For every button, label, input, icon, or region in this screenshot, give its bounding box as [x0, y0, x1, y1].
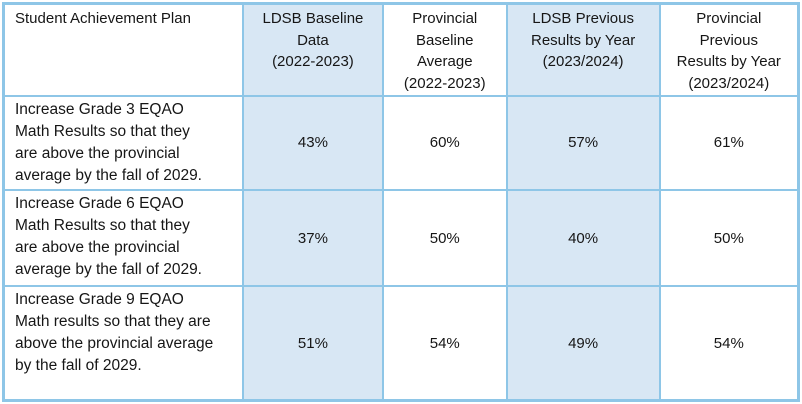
header-row: Student Achievement Plan LDSB Baseline D…: [2, 2, 800, 97]
value-grade6-ldsb-baseline: 37%: [242, 189, 384, 288]
value-grade6-provincial-previous: 50%: [658, 189, 800, 288]
value-grade9-provincial-previous: 54%: [658, 285, 800, 402]
value-grade3-provincial-previous: 61%: [658, 94, 800, 192]
value-grade3-ldsb-previous: 57%: [505, 94, 661, 192]
value-grade9-ldsb-previous: 49%: [505, 285, 661, 402]
column-header-provincial-previous-results: Provincial Previous Results by Year (202…: [658, 2, 800, 97]
column-header-student-achievement-plan: Student Achievement Plan: [2, 2, 244, 97]
table-row-grade-6: Increase Grade 6 EQAO Math Results so th…: [2, 189, 800, 288]
value-grade9-provincial-baseline: 54%: [381, 285, 508, 402]
column-header-ldsb-baseline-data: LDSB Baseline Data (2022-2023): [242, 2, 384, 97]
column-header-ldsb-previous-results: LDSB Previous Results by Year (2023/2024…: [505, 2, 661, 97]
table-row-grade-9: Increase Grade 9 EQAO Math results so th…: [2, 285, 800, 402]
value-grade3-provincial-baseline: 60%: [381, 94, 508, 192]
column-header-provincial-baseline-average: Provincial Baseline Average (2022-2023): [381, 2, 508, 97]
table-row-grade-3: Increase Grade 3 EQAO Math Results so th…: [2, 94, 800, 192]
goal-text-grade-6: Increase Grade 6 EQAO Math Results so th…: [2, 189, 244, 288]
value-grade6-ldsb-previous: 40%: [505, 189, 661, 288]
value-grade6-provincial-baseline: 50%: [381, 189, 508, 288]
value-grade9-ldsb-baseline: 51%: [242, 285, 384, 402]
goal-text-grade-9: Increase Grade 9 EQAO Math results so th…: [2, 285, 244, 402]
value-grade3-ldsb-baseline: 43%: [242, 94, 384, 192]
goal-text-grade-3: Increase Grade 3 EQAO Math Results so th…: [2, 94, 244, 192]
